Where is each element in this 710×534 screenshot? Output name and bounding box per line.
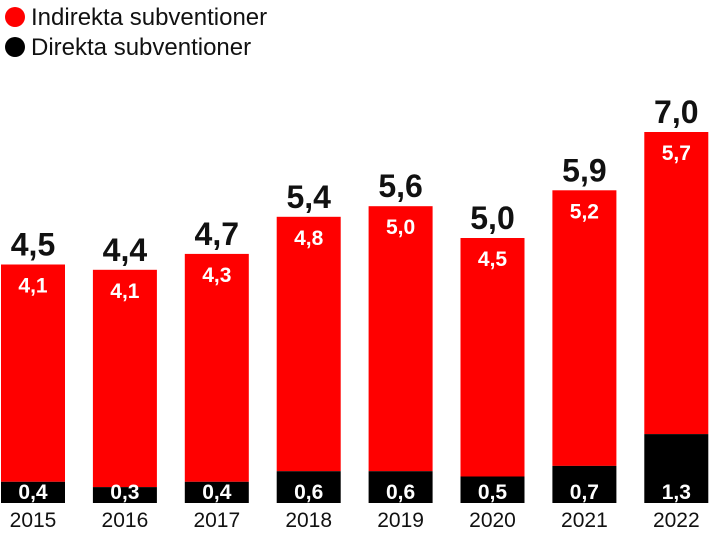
direct-label-2015: 0,4 — [18, 481, 48, 504]
total-label-2018: 5,4 — [286, 179, 331, 215]
indirect-label-2020: 4,5 — [478, 248, 508, 271]
bar-direct-2018 — [276, 471, 341, 503]
legend-swatch-indirect — [5, 7, 25, 27]
total-label-2015: 4,5 — [11, 227, 55, 263]
legend-item-indirect: Indirekta subventioner — [5, 4, 267, 31]
total-label-2022: 7,0 — [654, 94, 698, 130]
indirect-label-2018: 4,8 — [294, 227, 324, 250]
category-label-2020: 2020 — [469, 509, 516, 532]
indirect-label-2015: 4,1 — [18, 275, 48, 298]
indirect-label-2016: 4,1 — [110, 280, 140, 303]
direct-label-2020: 0,5 — [478, 481, 508, 504]
category-label-2022: 2022 — [653, 509, 700, 532]
direct-label-2017: 0,4 — [202, 481, 232, 504]
legend-item-direct: Direkta subventioner — [5, 34, 251, 61]
legend-swatch-direct — [5, 37, 25, 57]
bar-indirect-2020 — [460, 238, 525, 477]
indirect-label-2017: 4,3 — [202, 264, 231, 287]
direct-label-2016: 0,3 — [110, 481, 139, 504]
bars-group — [1, 132, 709, 503]
bar-direct-2020 — [460, 476, 525, 503]
labels-group: 4,5 4,1 0,4 2015 4,4 4,1 0,3 2016 4,7 4,3 0,4 2017 5… — [10, 94, 700, 532]
bar-indirect-2019 — [368, 206, 433, 472]
bar-direct-2019 — [368, 471, 433, 503]
total-label-2019: 5,6 — [378, 168, 422, 204]
direct-label-2022: 1,3 — [662, 481, 691, 504]
legend: Indirekta subventioner Direkta subventio… — [5, 4, 267, 61]
bar-indirect-2015 — [1, 264, 65, 482]
category-label-2021: 2021 — [561, 509, 608, 532]
total-label-2020: 5,0 — [470, 200, 514, 236]
direct-label-2021: 0,7 — [570, 481, 599, 504]
bar-indirect-2018 — [276, 216, 341, 472]
direct-label-2018: 0,6 — [294, 481, 323, 504]
bar-direct-2021 — [552, 465, 617, 503]
category-label-2015: 2015 — [10, 509, 57, 532]
bar-indirect-2017 — [184, 253, 249, 482]
legend-label-direct: Direkta subventioner — [31, 34, 251, 61]
direct-label-2019: 0,6 — [386, 481, 415, 504]
indirect-label-2021: 5,2 — [570, 200, 599, 223]
category-label-2017: 2017 — [193, 509, 240, 532]
bar-indirect-2021 — [552, 190, 617, 466]
bar-direct-2015 — [1, 481, 65, 503]
bar-indirect-2022 — [644, 132, 709, 435]
legend-label-indirect: Indirekta subventioner — [31, 4, 267, 31]
category-label-2018: 2018 — [285, 509, 332, 532]
indirect-label-2019: 5,0 — [386, 216, 415, 239]
bar-indirect-2016 — [92, 269, 157, 488]
category-label-2016: 2016 — [102, 509, 149, 532]
total-label-2017: 4,7 — [195, 216, 239, 252]
category-label-2019: 2019 — [377, 509, 424, 532]
bar-direct-2016 — [92, 487, 157, 503]
total-label-2016: 4,4 — [103, 232, 148, 268]
bar-direct-2022 — [644, 434, 709, 503]
bar-direct-2017 — [184, 481, 249, 503]
total-label-2021: 5,9 — [562, 152, 606, 188]
indirect-label-2022: 5,7 — [662, 142, 691, 165]
